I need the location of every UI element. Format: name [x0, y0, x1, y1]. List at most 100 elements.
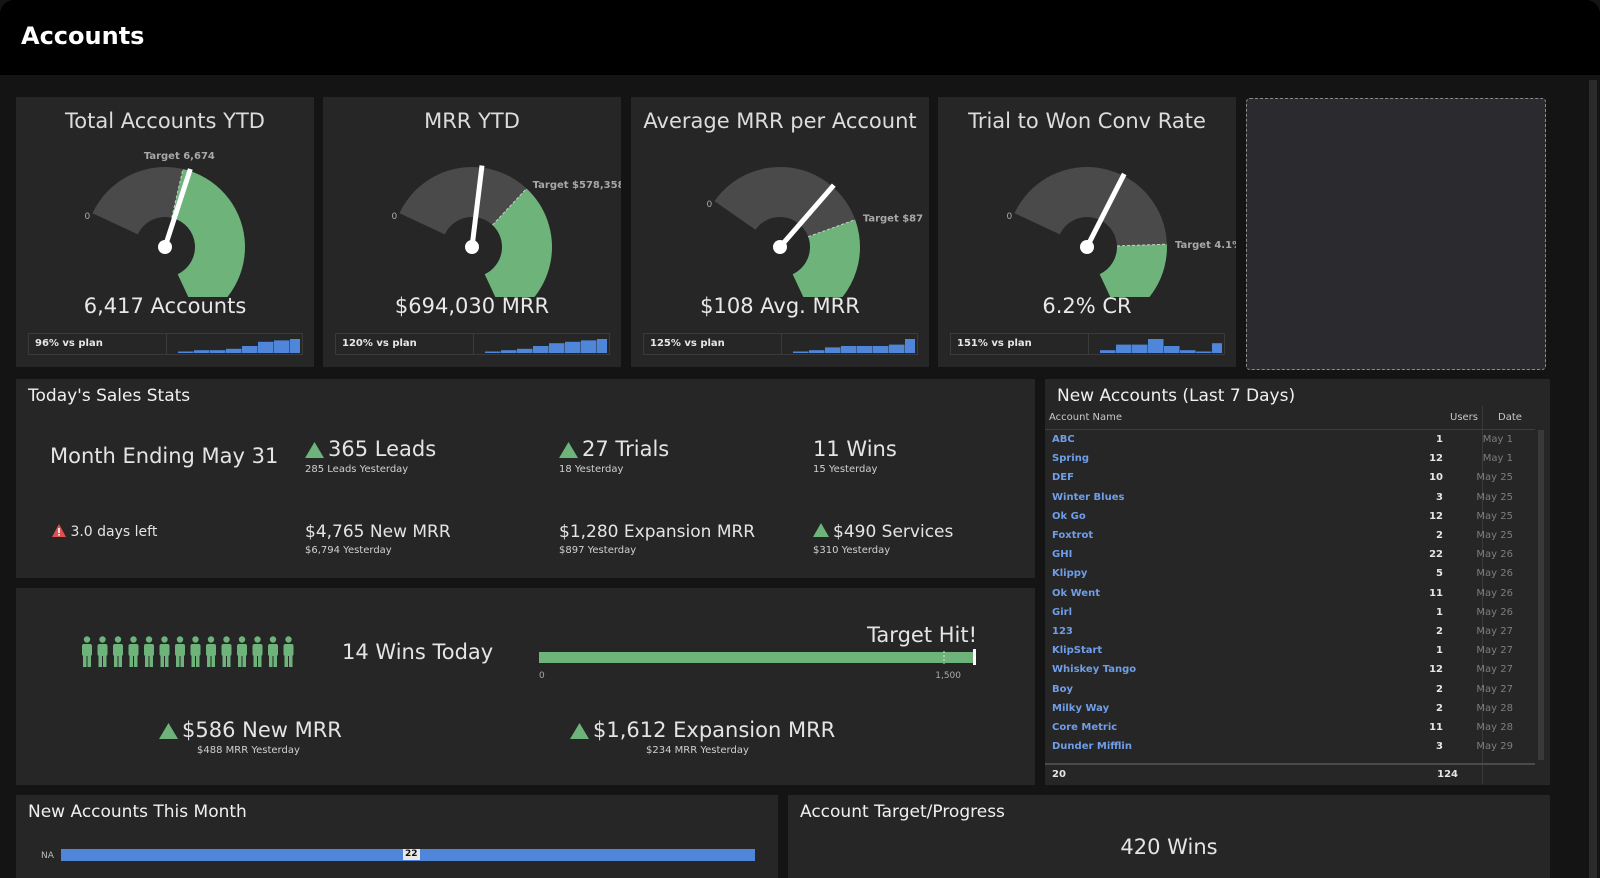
person-icon [283, 636, 294, 667]
needle-hub [158, 240, 172, 254]
table-row[interactable]: DEF 10 May 25 [1045, 469, 1535, 488]
wins-progress-bar: 0 1,500 [539, 649, 976, 681]
target-label: Target 4.1% [1175, 240, 1236, 251]
table-row[interactable]: Core Metric 11 May 28 [1045, 719, 1535, 738]
sparkline-bar [597, 339, 607, 353]
gauge-title: Average MRR per Account [643, 109, 917, 133]
gauge-needle [778, 183, 836, 249]
table-row[interactable]: Ok Go 12 May 25 [1045, 508, 1535, 527]
gauge-arc-above-target [484, 188, 552, 297]
divider [1088, 334, 1089, 354]
table-row[interactable]: Spring 12 May 1 [1045, 450, 1535, 469]
table-row[interactable]: GHI 22 May 26 [1045, 546, 1535, 565]
sparkline-bar [889, 344, 905, 353]
column-account-name[interactable]: Account Name [1049, 412, 1123, 423]
table-row[interactable]: Winter Blues 3 May 25 [1045, 489, 1535, 508]
gauge-card-mrr: MRR YTD Target $578,358 0 $694,030 MRR 12… [323, 97, 621, 367]
gauge-value: 6.2% CR [1042, 294, 1132, 318]
up-arrow-icon [159, 723, 178, 739]
bar-category-label: NA [41, 851, 54, 861]
account-name[interactable]: Core Metric [1052, 722, 1118, 733]
table-row[interactable]: Dunder Mifflin 3 May 29 [1045, 738, 1535, 757]
account-name[interactable]: DEF [1052, 472, 1074, 484]
users-count: 1 [1436, 645, 1443, 657]
table-row[interactable]: ABC 1 May 1 [1045, 431, 1535, 450]
table-row[interactable]: Whiskey Tango 12 May 27 [1045, 661, 1535, 680]
account-name[interactable]: Boy [1052, 683, 1074, 695]
person-icon [175, 636, 185, 667]
plan-label: 120% vs plan [342, 338, 417, 349]
account-name[interactable]: Milky Way [1052, 702, 1110, 714]
account-name[interactable]: Winter Blues [1052, 491, 1125, 503]
gauge-arc-below-target [92, 167, 183, 235]
date: May 26 [1476, 568, 1513, 580]
progress-fill [539, 652, 975, 663]
new-mrr-value: $4,765 New MRR [305, 522, 451, 542]
date: May 27 [1476, 664, 1513, 676]
column-users[interactable]: Users [1450, 412, 1479, 423]
account-name[interactable]: KlipStart [1052, 645, 1103, 657]
date: May 25 [1476, 472, 1513, 484]
date: May 1 [1482, 434, 1513, 445]
needle-hub [773, 240, 787, 254]
axis-max-label: 1,500 [935, 671, 961, 681]
gauge-arc-above-target [1099, 244, 1167, 297]
sparkline-chart [1100, 339, 1222, 353]
column-date[interactable]: Date [1498, 412, 1522, 423]
table-row[interactable]: Foxtrot 2 May 25 [1045, 527, 1535, 546]
account-name[interactable]: Whiskey Tango [1052, 664, 1137, 676]
gauge-value: $108 Avg. MRR [700, 294, 860, 318]
gauge-arc-below-target [1014, 167, 1167, 246]
gauge-arc-below-target [714, 167, 856, 237]
wins-sub: 15 Yesterday [813, 464, 878, 475]
users-count: 12 [1429, 453, 1443, 465]
account-name[interactable]: GHI [1052, 549, 1073, 561]
gauge-value: 6,417 Accounts [83, 294, 247, 318]
users-count: 1 [1436, 434, 1443, 445]
target-label: Target $87 [863, 214, 923, 225]
empty-widget-slot[interactable] [1246, 98, 1546, 370]
page-scrollbar[interactable] [1589, 80, 1597, 878]
account-name[interactable]: Klippy [1052, 568, 1088, 580]
table-row[interactable]: Klippy 5 May 26 [1045, 565, 1535, 584]
account-name[interactable]: Spring [1052, 453, 1089, 465]
table-row[interactable]: 123 2 May 27 [1045, 623, 1535, 642]
account-name[interactable]: 123 [1052, 626, 1073, 637]
account-name[interactable]: Ok Go [1052, 510, 1086, 522]
table-body: ABC 1 May 1 Spring 12 May 1 DEF 10 May 25 Winter … [1045, 430, 1535, 760]
person-icon [113, 636, 123, 667]
date: May 26 [1476, 606, 1513, 618]
gauge-chart: Target 6,674 0 [84, 151, 245, 297]
wins-today-label: 14 Wins Today [342, 640, 494, 664]
table-row[interactable]: Milky Way 2 May 28 [1045, 700, 1535, 719]
new-accounts-card: New Accounts (Last 7 Days) Account Name … [1045, 379, 1550, 785]
account-name[interactable]: Ok Went [1052, 587, 1100, 599]
sparkline-bar [1132, 344, 1148, 353]
account-name[interactable]: Dunder Mifflin [1052, 741, 1132, 753]
days-left-label: 3.0 days left [70, 524, 158, 540]
date: May 1 [1482, 453, 1513, 465]
users-count: 3 [1436, 741, 1443, 753]
person-icon [221, 636, 232, 667]
sparkline-bar [194, 350, 210, 353]
table-row[interactable]: Girl 1 May 26 [1045, 604, 1535, 623]
table-row[interactable]: Boy 2 May 27 [1045, 681, 1535, 700]
gauge-title: Trial to Won Conv Rate [968, 109, 1206, 133]
plan-label: 96% vs plan [35, 338, 103, 349]
users-count: 12 [1429, 664, 1443, 676]
sales-stats-card: Today's Sales Stats Month Ending May 31 … [16, 379, 1035, 578]
sparkline-bar [873, 346, 889, 353]
account-name[interactable]: ABC [1052, 434, 1075, 445]
expansion-mrr-sub: $897 Yesterday [559, 545, 637, 556]
date: May 29 [1476, 741, 1513, 753]
account-name[interactable]: Foxtrot [1052, 530, 1094, 541]
table-scrollbar[interactable] [1538, 430, 1544, 760]
users-count: 3 [1436, 491, 1443, 503]
date: May 25 [1476, 510, 1513, 522]
table-row[interactable]: KlipStart 1 May 27 [1045, 642, 1535, 661]
account-name[interactable]: Girl [1052, 606, 1072, 618]
today-new-mrr: $586 New MRR [159, 718, 342, 742]
table-row[interactable]: Ok Went 11 May 26 [1045, 585, 1535, 604]
gauge-chart: Target $578,358 0 [391, 165, 621, 297]
person-icon [159, 636, 170, 667]
